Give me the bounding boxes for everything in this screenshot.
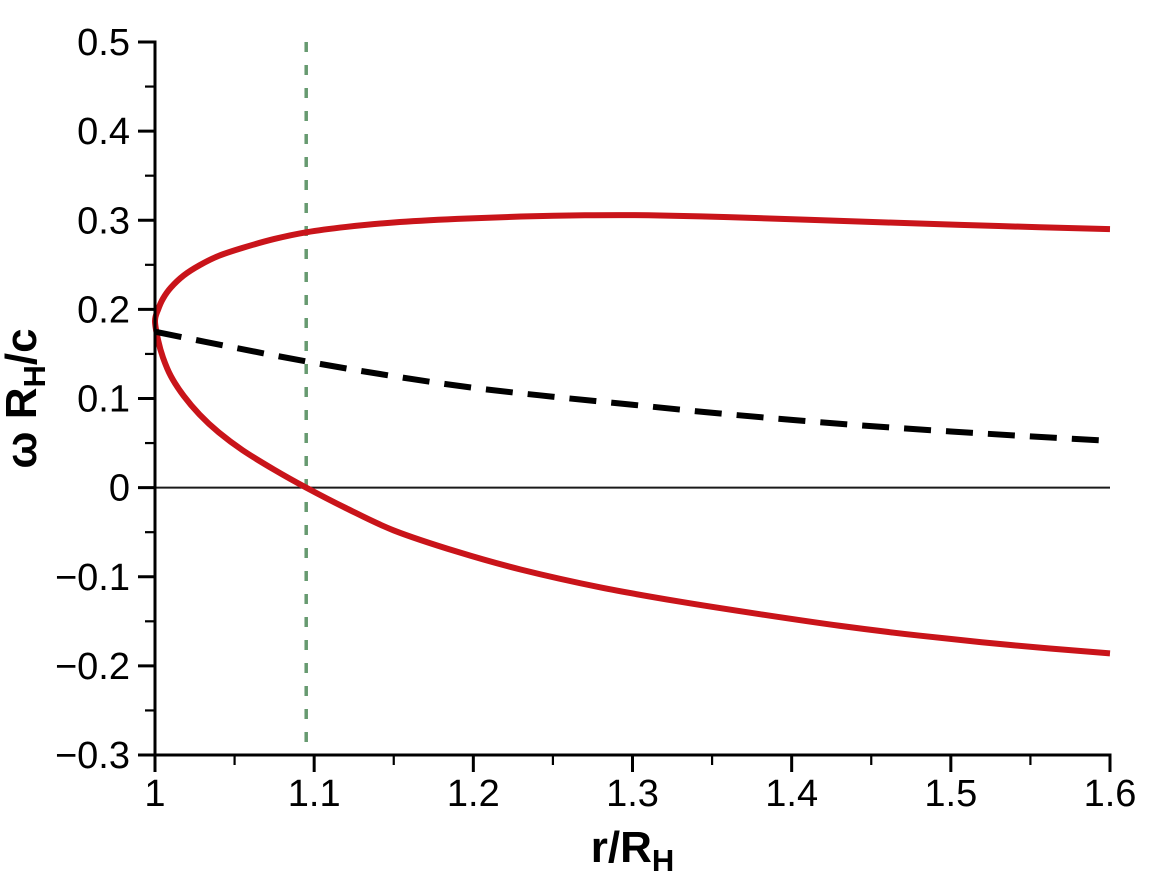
x-tick-label: 1.3 xyxy=(606,773,659,815)
x-tick-label: 1.6 xyxy=(1084,773,1137,815)
series-dashed-black-curve xyxy=(154,328,1111,444)
x-tick-label: 1.4 xyxy=(765,773,818,815)
x-axis-label: r/RH xyxy=(591,823,675,878)
y-axis-label: ω RH/c xyxy=(0,328,52,468)
y-tick-label: 0.5 xyxy=(77,22,130,64)
y-tick-label: 0.3 xyxy=(77,200,130,242)
y-tick-label: −0.1 xyxy=(55,557,130,599)
y-tick-label: 0.2 xyxy=(77,289,130,331)
y-tick-label: −0.3 xyxy=(55,735,130,777)
x-tick-label: 1 xyxy=(144,773,165,815)
x-tick-label: 1.1 xyxy=(288,773,341,815)
x-tick-label: 1.2 xyxy=(447,773,500,815)
y-tick-label: 0.4 xyxy=(77,111,130,153)
y-tick-label: −0.2 xyxy=(55,646,130,688)
y-tick-label: 0.1 xyxy=(77,379,130,421)
x-tick-label: 1.5 xyxy=(924,773,977,815)
y-tick-label: 0 xyxy=(109,468,130,510)
